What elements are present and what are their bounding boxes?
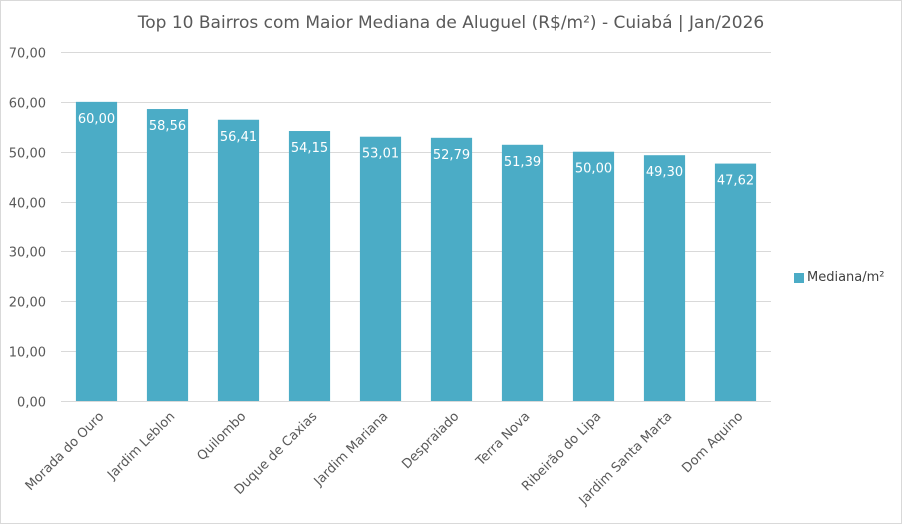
data-label: 60,00 (78, 112, 115, 127)
data-label: 58,56 (149, 119, 186, 134)
x-tick-label: Despraiado (399, 409, 462, 472)
bar (430, 137, 473, 401)
y-tick-label: 20,00 (9, 296, 46, 311)
y-tick-label: 60,00 (9, 97, 46, 112)
x-tick-label: Dom Aquino (679, 409, 746, 476)
bars (75, 101, 757, 402)
x-tick-label: Quilombo (195, 409, 250, 464)
legend: Mediana/m² (794, 270, 885, 285)
legend-label: Mediana/m² (807, 270, 885, 285)
data-label: 47,62 (717, 174, 754, 189)
data-label: 51,39 (504, 155, 541, 170)
x-tick-label: Terra Nova (473, 409, 534, 470)
data-label: 53,01 (362, 147, 399, 162)
data-label: 56,41 (220, 130, 257, 145)
y-tick-label: 10,00 (9, 346, 46, 361)
legend-swatch (794, 272, 804, 283)
data-labels: 60,00 58,56 56,41 54,15 53,01 52,79 51,39 50,00… (78, 112, 754, 189)
bar (75, 101, 118, 401)
y-tick-label: 50,00 (9, 147, 46, 162)
bar (572, 151, 615, 401)
y-tick-label: 30,00 (9, 246, 46, 261)
data-label: 49,30 (646, 165, 683, 180)
bar (217, 119, 260, 401)
data-label: 54,15 (291, 141, 328, 156)
y-tick-label: 0,00 (17, 396, 46, 411)
bar (359, 136, 402, 402)
x-tick-label: Morada do Ouro (23, 409, 108, 494)
x-tick-label: Jardim Mariana (311, 409, 392, 490)
data-label: 52,79 (433, 148, 470, 163)
data-label: 50,00 (575, 162, 612, 177)
bar (288, 131, 331, 402)
bar (501, 144, 544, 401)
y-tick-label: 40,00 (9, 197, 46, 212)
bar (146, 109, 189, 402)
chart-title: Top 10 Bairros com Maior Mediana de Alug… (137, 13, 765, 33)
bar (643, 155, 686, 401)
x-tick-label: Jardim Leblon (104, 409, 178, 483)
bar (714, 163, 757, 401)
y-axis-tick-labels: 0,00 10,00 20,00 30,00 40,00 50,00 60,00 70,00 (9, 47, 46, 411)
y-tick-label: 70,00 (9, 47, 46, 62)
